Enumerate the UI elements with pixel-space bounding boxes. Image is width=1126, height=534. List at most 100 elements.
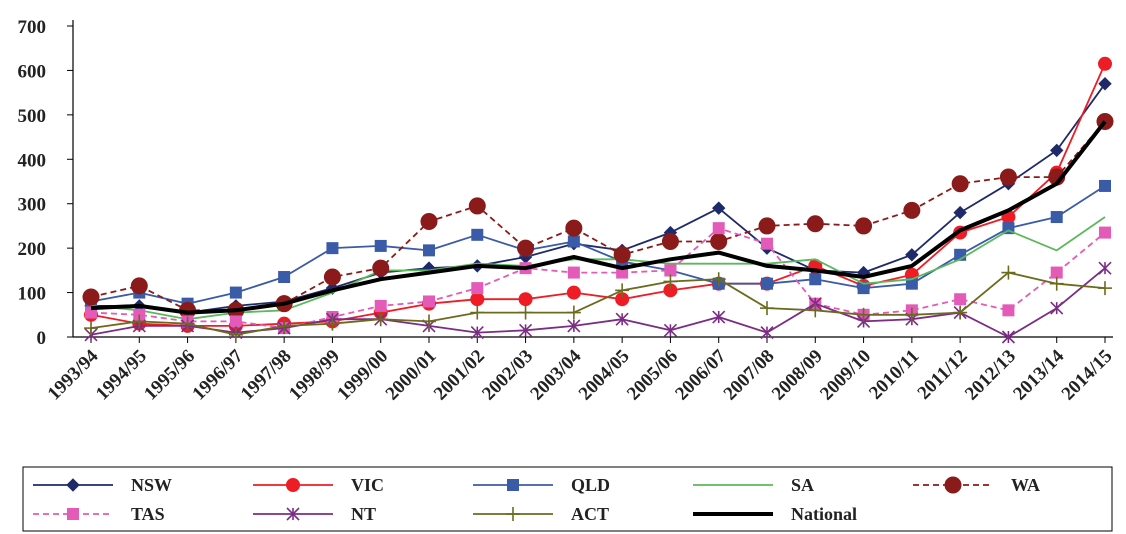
y-tick-label: 400 bbox=[18, 150, 47, 171]
data-point-act bbox=[856, 307, 871, 322]
legend-box bbox=[22, 466, 1113, 532]
legend-item-qld: QLD bbox=[473, 475, 610, 495]
data-point-act bbox=[904, 307, 919, 322]
x-tick-label: 1994/95 bbox=[92, 346, 151, 405]
y-tick-label: 700 bbox=[18, 17, 47, 38]
legend-marker-act bbox=[506, 507, 520, 521]
legend-label-nsw: NSW bbox=[131, 475, 172, 495]
data-point-act bbox=[228, 327, 243, 342]
series-line-wa bbox=[90, 120, 1106, 312]
x-tick-label: 2008/09 bbox=[768, 346, 827, 405]
data-point-wa bbox=[420, 212, 438, 230]
data-point-tas bbox=[1002, 304, 1015, 317]
data-point-act bbox=[373, 312, 388, 327]
data-point-qld bbox=[229, 286, 242, 299]
data-point-nt bbox=[760, 325, 774, 340]
data-point-nt bbox=[567, 319, 581, 333]
data-point-act bbox=[663, 274, 678, 289]
data-point-qld bbox=[326, 242, 339, 255]
data-point-nsw bbox=[1050, 143, 1064, 158]
x-tick-label: 2010/11 bbox=[865, 346, 923, 404]
data-point-nt bbox=[1001, 330, 1015, 344]
data-point-tas bbox=[664, 264, 677, 277]
series-line-qld bbox=[90, 185, 1106, 305]
series-national bbox=[90, 120, 1107, 315]
series-layer bbox=[82, 56, 1114, 344]
data-point-act bbox=[1098, 281, 1112, 296]
x-tick-label: 2004/05 bbox=[575, 346, 634, 405]
data-point-tas bbox=[374, 299, 387, 312]
data-point-tas bbox=[229, 315, 242, 328]
x-tick-label: 1993/94 bbox=[44, 345, 103, 404]
data-point-tas bbox=[1099, 226, 1111, 239]
data-point-tas bbox=[423, 295, 435, 308]
legend-item-national: National bbox=[693, 504, 857, 524]
data-point-act bbox=[808, 303, 823, 318]
legend-label-national: National bbox=[791, 504, 857, 524]
legend-item-vic: VIC bbox=[253, 475, 384, 495]
x-tick-label: 2012/13 bbox=[961, 346, 1020, 405]
legend-label-vic: VIC bbox=[351, 475, 384, 495]
data-point-act bbox=[84, 321, 98, 336]
data-point-tas bbox=[471, 282, 484, 295]
legend: NSW VIC QLD SA WA TAS NT ACT National bbox=[22, 466, 1113, 532]
x-tick-label: 2003/04 bbox=[527, 345, 586, 404]
data-point-tas bbox=[954, 293, 967, 306]
y-tick-label: 500 bbox=[18, 106, 47, 127]
data-point-act bbox=[566, 305, 581, 320]
x-tick-label: 2006/07 bbox=[671, 345, 730, 404]
y-tick-label: 300 bbox=[18, 195, 47, 216]
data-point-nsw bbox=[953, 205, 967, 220]
data-point-nt bbox=[712, 310, 726, 324]
data-point-act bbox=[422, 314, 436, 329]
data-point-tas bbox=[761, 237, 773, 250]
data-point-wa bbox=[130, 277, 148, 295]
series-line-nsw bbox=[91, 83, 1106, 314]
data-point-nt bbox=[663, 323, 677, 337]
data-point-act bbox=[132, 314, 147, 329]
legend-label-act: ACT bbox=[571, 504, 609, 524]
data-point-tas bbox=[1050, 266, 1063, 279]
data-point-act bbox=[953, 305, 968, 320]
data-point-qld bbox=[278, 271, 291, 284]
data-point-qld bbox=[809, 273, 822, 286]
data-point-act bbox=[518, 305, 533, 320]
data-point-qld bbox=[857, 282, 870, 295]
data-point-qld bbox=[761, 277, 773, 290]
data-point-wa bbox=[565, 219, 583, 237]
data-point-qld bbox=[374, 239, 387, 252]
legend-marker-vic bbox=[286, 478, 300, 492]
data-point-act bbox=[1001, 265, 1016, 280]
data-point-wa bbox=[613, 246, 631, 264]
data-point-vic bbox=[518, 292, 533, 307]
data-point-tas bbox=[567, 266, 580, 279]
data-point-qld bbox=[905, 277, 918, 290]
legend-label-wa: WA bbox=[1011, 475, 1040, 495]
data-point-act bbox=[760, 301, 774, 316]
legend-marker-nt bbox=[286, 507, 300, 521]
data-point-qld bbox=[1002, 222, 1015, 235]
data-point-act bbox=[325, 316, 340, 331]
x-tick-label: 1999/00 bbox=[333, 346, 392, 405]
y-tick-label: 600 bbox=[18, 61, 47, 82]
data-point-vic bbox=[470, 292, 485, 307]
data-point-wa bbox=[806, 215, 824, 233]
data-point-wa bbox=[999, 168, 1017, 186]
data-point-wa bbox=[758, 217, 776, 235]
data-point-vic bbox=[1098, 56, 1112, 71]
x-tick-label: 2014/15 bbox=[1058, 346, 1117, 405]
data-point-vic bbox=[566, 285, 581, 300]
y-tick-label: 100 bbox=[18, 284, 47, 305]
data-point-nsw bbox=[712, 201, 726, 215]
data-point-nt bbox=[1098, 261, 1112, 275]
x-tick-label: 2000/01 bbox=[382, 346, 441, 405]
data-point-qld bbox=[1099, 179, 1111, 192]
legend-label-tas: TAS bbox=[131, 504, 165, 524]
data-point-nt bbox=[470, 325, 484, 340]
data-point-act bbox=[277, 318, 292, 333]
legend-item-tas: TAS bbox=[33, 504, 165, 524]
x-tick-label: 2011/12 bbox=[914, 346, 972, 404]
series-nsw bbox=[84, 77, 1112, 320]
data-point-wa bbox=[903, 201, 921, 219]
